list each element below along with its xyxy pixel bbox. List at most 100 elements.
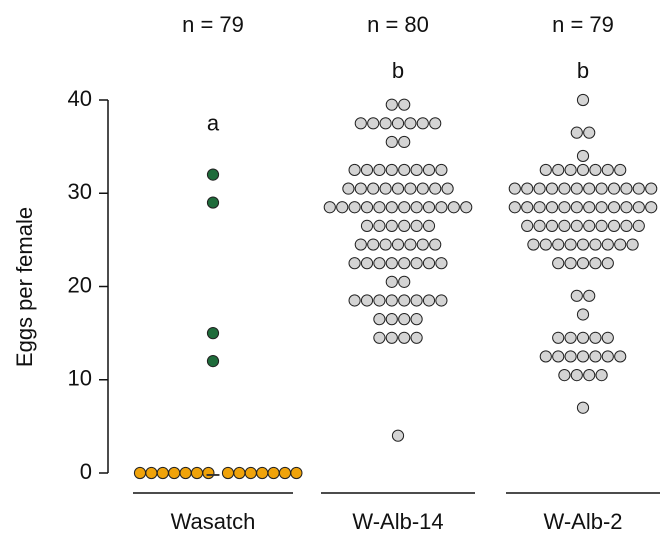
data-point — [348, 294, 361, 307]
data-point — [391, 182, 405, 195]
data-point — [398, 163, 411, 177]
data-point — [422, 294, 436, 307]
sample-size: n = 80 — [367, 12, 429, 37]
data-point — [620, 201, 633, 214]
data-point — [558, 219, 571, 232]
data-point — [576, 93, 590, 107]
data-point — [521, 219, 534, 232]
data-point — [614, 163, 627, 177]
data-point — [336, 201, 349, 214]
data-point — [348, 163, 361, 177]
data-point — [564, 257, 577, 270]
data-point — [589, 257, 602, 270]
x-tick-label: Wasatch — [171, 509, 256, 534]
data-point — [416, 182, 429, 195]
y-axis-label: Eggs per female — [12, 207, 37, 367]
data-point — [354, 182, 367, 195]
data-point — [508, 182, 521, 195]
data-point — [570, 182, 583, 195]
data-point — [410, 313, 423, 326]
data-point — [564, 163, 577, 177]
data-point — [360, 163, 374, 177]
data-point — [589, 350, 602, 363]
data-point — [601, 238, 614, 251]
data-point — [632, 201, 645, 214]
data-point — [533, 182, 546, 195]
data-point — [385, 275, 398, 288]
data-point — [133, 466, 147, 480]
data-point — [373, 201, 386, 214]
sample-size: n = 79 — [182, 12, 244, 37]
data-point — [410, 294, 423, 307]
data-point — [533, 219, 546, 232]
data-point — [552, 238, 565, 251]
data-point — [521, 182, 534, 195]
data-point — [429, 117, 442, 130]
data-point — [435, 294, 448, 307]
data-point — [447, 201, 460, 214]
data-point — [626, 238, 639, 251]
data-point — [595, 182, 608, 195]
data-point — [607, 201, 621, 214]
data-point — [373, 331, 386, 344]
data-point — [385, 257, 398, 270]
data-point — [539, 238, 552, 251]
data-point — [373, 294, 386, 307]
data-point — [589, 331, 602, 344]
sample-size: n = 79 — [552, 12, 614, 37]
data-point — [460, 201, 473, 214]
data-point — [435, 257, 448, 270]
y-tick-label: 40 — [68, 86, 92, 111]
data-point — [521, 201, 534, 214]
data-point — [385, 201, 398, 214]
data-point — [583, 289, 596, 302]
data-point — [233, 466, 246, 480]
y-tick-label: 0 — [80, 459, 92, 484]
data-point — [576, 238, 590, 251]
data-point — [564, 350, 577, 363]
data-point — [422, 257, 436, 270]
data-point — [348, 201, 361, 214]
data-point — [564, 331, 577, 344]
data-point — [391, 238, 405, 251]
data-point — [323, 201, 336, 214]
data-point — [385, 294, 398, 307]
data-point — [398, 98, 411, 111]
data-point — [429, 238, 442, 251]
data-point — [145, 466, 158, 480]
data-point — [342, 182, 355, 195]
data-point — [558, 368, 571, 382]
data-point — [614, 238, 627, 251]
data-point — [410, 331, 423, 344]
data-point — [179, 466, 192, 480]
data-point — [379, 182, 392, 195]
y-tick-label: 30 — [68, 179, 92, 204]
group-letter: b — [577, 58, 589, 83]
data-point — [373, 257, 386, 270]
data-point — [435, 201, 448, 214]
data-point — [564, 238, 577, 251]
data-point — [221, 466, 235, 480]
data-point — [385, 219, 398, 232]
data-point — [583, 201, 596, 214]
data-point — [558, 182, 571, 195]
data-point — [416, 117, 429, 130]
data-point — [570, 201, 583, 214]
data-point — [373, 313, 386, 326]
data-point — [398, 135, 411, 149]
data-point — [206, 168, 220, 181]
data-point — [589, 238, 602, 251]
data-point — [601, 350, 614, 363]
data-point — [398, 331, 411, 344]
data-point — [620, 182, 633, 195]
data-point — [589, 163, 602, 177]
data-point — [360, 294, 374, 307]
data-point — [360, 257, 374, 270]
data-point — [256, 466, 269, 480]
data-point — [429, 182, 442, 195]
data-point — [583, 368, 596, 382]
data-point — [354, 117, 367, 130]
data-point — [576, 350, 590, 363]
data-point — [404, 238, 417, 251]
